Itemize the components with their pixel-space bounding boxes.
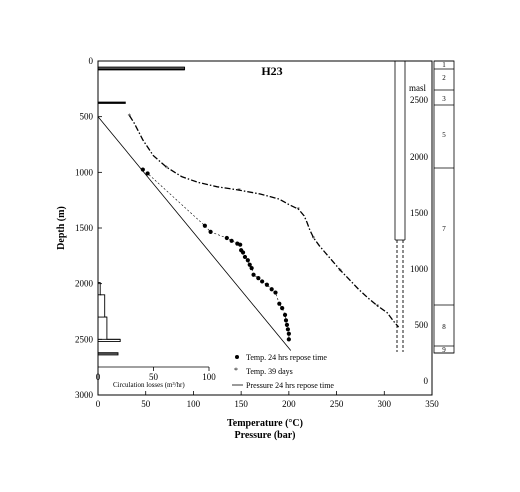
masl-scale: masl 2500 2000 1500 1000 500 0 bbox=[409, 83, 429, 386]
x-tick-label: 100 bbox=[187, 399, 201, 409]
temp-24hrs-point bbox=[145, 171, 150, 176]
x-tick-label: 150 bbox=[234, 399, 248, 409]
legend: Temp. 24 hrs repose time * Temp. 39 days… bbox=[232, 353, 334, 390]
x-tick-label: 250 bbox=[330, 399, 344, 409]
x-tick-label: 50 bbox=[141, 399, 151, 409]
masl-tick-label: 1500 bbox=[410, 208, 429, 218]
x-axis-title: Temperature (°C) bbox=[227, 418, 303, 429]
series-temp-24hrs bbox=[140, 167, 291, 342]
circulation-tick-label: 50 bbox=[149, 372, 159, 382]
legend-text-24hrs: Temp. 24 hrs repose time bbox=[246, 353, 327, 362]
circulation-losses-inset: 0 50 100 bbox=[96, 66, 216, 382]
zone-label: 2 bbox=[442, 74, 446, 82]
x-tick-label: 300 bbox=[378, 399, 392, 409]
y-tick-label: 0 bbox=[89, 56, 94, 66]
y-tick-label: 2500 bbox=[75, 334, 94, 344]
masl-tick-label: 1000 bbox=[410, 264, 429, 274]
masl-tick-label: 500 bbox=[415, 320, 429, 330]
temp-24hrs-point bbox=[240, 250, 246, 255]
x-tick-label: 350 bbox=[425, 399, 439, 409]
zone-label: 7 bbox=[442, 225, 446, 233]
temp-24hrs-point bbox=[282, 312, 288, 317]
temp-24hrs-point bbox=[238, 242, 243, 247]
temp-39-days-point: * bbox=[312, 235, 316, 243]
plot-frame bbox=[97, 60, 433, 396]
temp-24hrs-point bbox=[208, 229, 213, 234]
temp-39-days-point: * bbox=[296, 206, 300, 214]
temp-24hrs-point bbox=[140, 167, 145, 172]
zone-label: 8 bbox=[442, 323, 446, 331]
temp-24hrs-point bbox=[269, 287, 274, 292]
y-tick-label: 3000 bbox=[75, 390, 94, 400]
temp-24hrs-point bbox=[283, 318, 289, 323]
x-tick-label: 200 bbox=[282, 399, 296, 409]
legend-text-pressure: Pressure 24 hrs repose time bbox=[246, 381, 334, 390]
temp-24hrs-point bbox=[251, 272, 256, 277]
temp-24hrs-point bbox=[264, 282, 270, 287]
temp-24hrs-point bbox=[256, 276, 261, 281]
y-tick-label: 500 bbox=[80, 112, 94, 122]
temp-39-days-point: * bbox=[376, 303, 380, 311]
temp-24hrs-point bbox=[284, 322, 290, 327]
temp-39-days-point: * bbox=[127, 113, 131, 121]
temp-24hrs-point bbox=[260, 279, 265, 284]
y-tick-label: 1000 bbox=[75, 167, 94, 177]
masl-label: masl bbox=[409, 83, 426, 93]
zone-label: 9 bbox=[442, 346, 446, 354]
temp-24hrs-point bbox=[277, 301, 282, 306]
circulation-tick-label: 0 bbox=[96, 372, 101, 382]
temp-24hrs-point bbox=[273, 290, 278, 295]
temp-24hrs-line bbox=[142, 169, 290, 340]
zone-column: 1 2 3 5 7 8 9 bbox=[433, 60, 455, 354]
series-temp-39-days: * * * * * * * bbox=[127, 113, 400, 328]
x-axis-ticks: 0 50 100 150 200 250 300 350 bbox=[96, 391, 439, 409]
temp-24hrs-point bbox=[224, 235, 229, 241]
temp-24hrs-point bbox=[285, 327, 291, 332]
temp-24hrs-point bbox=[242, 254, 248, 260]
legend-marker-24hrs bbox=[235, 355, 239, 359]
temp-24hrs-point bbox=[247, 262, 252, 267]
temp-24hrs-point bbox=[280, 306, 285, 311]
x-tick-label: 0 bbox=[96, 399, 101, 409]
zone-label: 5 bbox=[442, 131, 446, 139]
y-tick-label: 2000 bbox=[75, 279, 94, 289]
circulation-tick-label: 100 bbox=[202, 372, 216, 382]
temp-39-days-point: * bbox=[237, 187, 241, 195]
y-tick-label: 1500 bbox=[75, 223, 94, 233]
circulation-step-profile bbox=[97, 282, 121, 356]
temp-24hrs-point bbox=[245, 258, 250, 263]
series-pressure bbox=[97, 116, 292, 351]
temp-24hrs-point bbox=[286, 331, 291, 336]
masl-tick-label: 2500 bbox=[410, 95, 429, 105]
masl-tick-label: 0 bbox=[424, 376, 429, 386]
temp-39-days-point: * bbox=[338, 267, 342, 275]
legend-marker-39days: * bbox=[234, 366, 238, 375]
circulation-losses-label: Circulation losses (m³/hr) bbox=[113, 381, 185, 389]
temp-24hrs-point bbox=[229, 238, 234, 243]
temp-39-days-line bbox=[128, 115, 400, 328]
legend-text-39days: Temp. 39 days bbox=[246, 367, 293, 376]
chart-title: H23 bbox=[261, 64, 282, 78]
pressure-line bbox=[97, 116, 292, 351]
y-axis-title: Depth (m) bbox=[56, 206, 67, 250]
temp-24hrs-point bbox=[202, 223, 207, 228]
x-axis-title-pressure: Pressure (bar) bbox=[234, 430, 295, 441]
well-casing bbox=[388, 60, 406, 352]
temp-24hrs-point bbox=[249, 265, 254, 271]
temp-24hrs-point bbox=[286, 337, 291, 342]
zone-label: 3 bbox=[442, 95, 446, 103]
temp-39-days-point: * bbox=[165, 164, 169, 172]
masl-tick-label: 2000 bbox=[410, 152, 429, 162]
zone-label: 1 bbox=[442, 61, 446, 69]
